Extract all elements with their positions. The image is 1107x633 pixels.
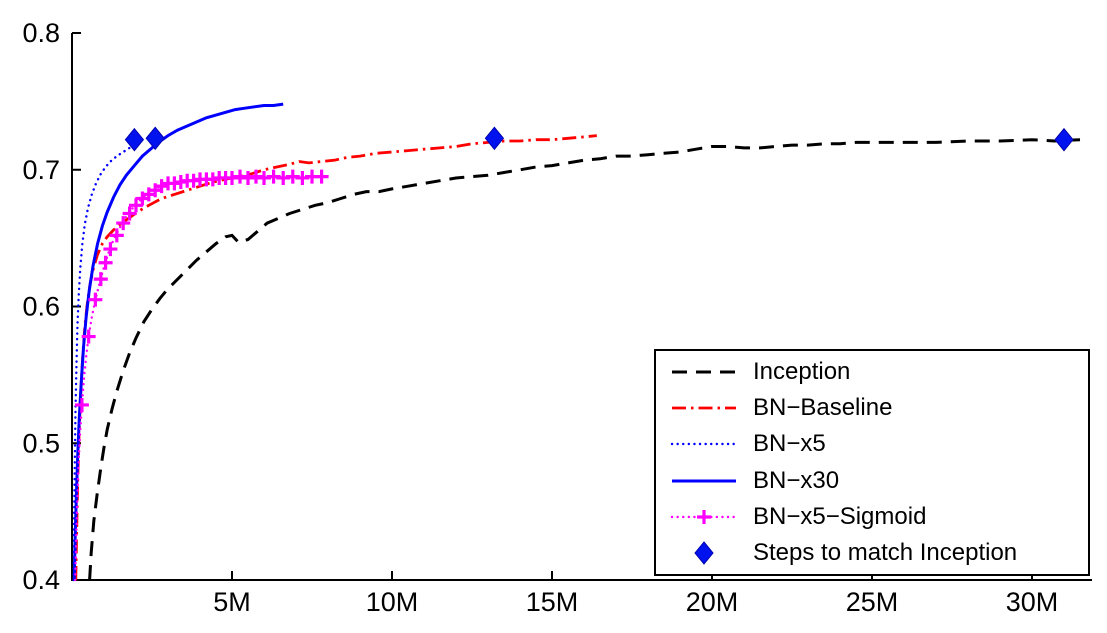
legend-label-bn-x5-sigmoid: BN−x5−Sigmoid bbox=[753, 502, 927, 530]
svg-text:0.5: 0.5 bbox=[22, 428, 60, 458]
legend-label-steps-to-match: Steps to match Inception bbox=[753, 538, 1018, 566]
legend-item-bn-baseline: BN−Baseline bbox=[656, 391, 1088, 425]
legend-label-inception: Inception bbox=[753, 358, 851, 386]
svg-text:30M: 30M bbox=[1006, 587, 1059, 617]
legend-marker-sample-steps-to-match bbox=[694, 541, 714, 565]
svg-text:20M: 20M bbox=[686, 587, 739, 617]
legend-item-inception: Inception bbox=[656, 355, 1088, 389]
legend-line-sample-bn-x5-sigmoid bbox=[670, 509, 738, 524]
legend-label-bn-x30: BN−x30 bbox=[753, 466, 840, 494]
legend: Inception BN−Baseline BN−x5 BN−x30 BN−x5… bbox=[654, 349, 1090, 576]
legend-label-bn-baseline: BN−Baseline bbox=[753, 394, 893, 422]
svg-text:15M: 15M bbox=[526, 587, 579, 617]
svg-text:0.7: 0.7 bbox=[22, 155, 60, 185]
legend-item-bn-x30: BN−x30 bbox=[656, 464, 1088, 498]
legend-item-bn-x5-sigmoid: BN−x5−Sigmoid bbox=[656, 500, 1088, 534]
svg-text:10M: 10M bbox=[366, 587, 419, 617]
svg-text:5M: 5M bbox=[213, 587, 251, 617]
legend-item-steps-to-match: Steps to match Inception bbox=[656, 536, 1088, 570]
legend-label-bn-x5: BN−x5 bbox=[753, 430, 826, 458]
svg-text:25M: 25M bbox=[846, 587, 899, 617]
svg-text:0.4: 0.4 bbox=[22, 565, 60, 595]
legend-line-sample-bn-x30 bbox=[672, 479, 736, 483]
svg-text:0.6: 0.6 bbox=[22, 292, 60, 322]
legend-line-sample-bn-x5 bbox=[670, 443, 738, 446]
svg-text:0.8: 0.8 bbox=[22, 18, 60, 48]
legend-line-sample-inception bbox=[672, 370, 736, 374]
legend-item-bn-x5: BN−x5 bbox=[656, 427, 1088, 461]
legend-line-sample-bn-baseline bbox=[672, 406, 736, 410]
